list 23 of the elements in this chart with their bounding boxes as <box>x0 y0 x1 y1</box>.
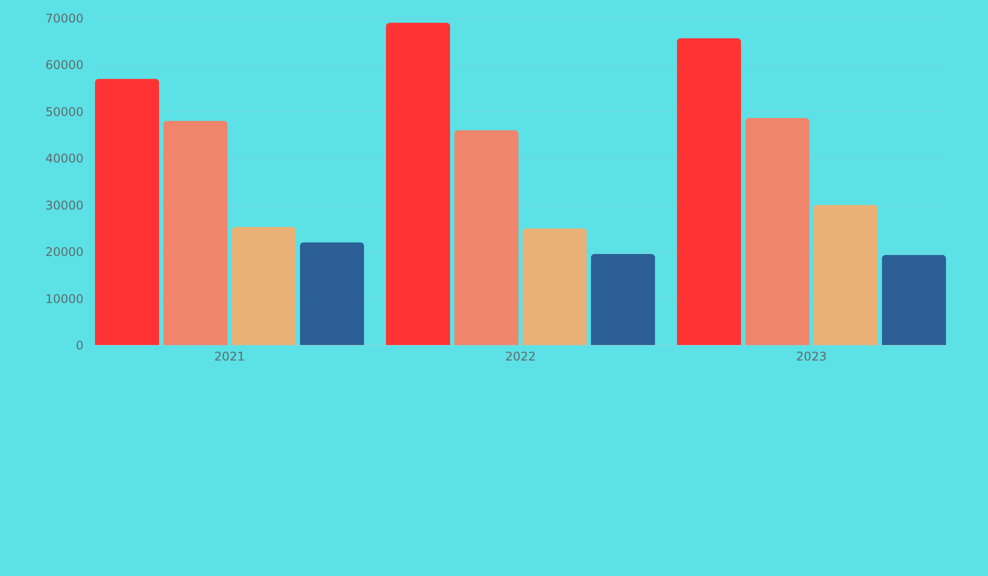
y-tick-label: 10000 <box>45 292 84 306</box>
bar <box>522 228 587 345</box>
y-tick-label: 40000 <box>45 152 84 166</box>
bar <box>882 254 946 345</box>
y-tick-label: 20000 <box>45 245 84 260</box>
bar <box>163 120 228 345</box>
y-tick-label: 30000 <box>45 198 84 212</box>
x-tick-label: 2023 <box>796 350 827 364</box>
y-tick-label: 60000 <box>45 58 84 72</box>
bar <box>95 78 160 345</box>
bar <box>454 130 518 345</box>
bar <box>232 226 296 345</box>
x-tick-label: 2021 <box>214 350 245 364</box>
bar <box>300 242 364 345</box>
y-tick-label: 0 <box>76 338 84 352</box>
bar <box>386 22 450 345</box>
y-tick-label: 50000 <box>45 104 84 119</box>
bar <box>813 204 878 345</box>
bar <box>590 254 656 345</box>
bar <box>745 118 810 345</box>
bar <box>676 38 742 345</box>
y-tick-label: 70000 <box>45 12 84 26</box>
x-tick-label: 2022 <box>505 350 536 364</box>
